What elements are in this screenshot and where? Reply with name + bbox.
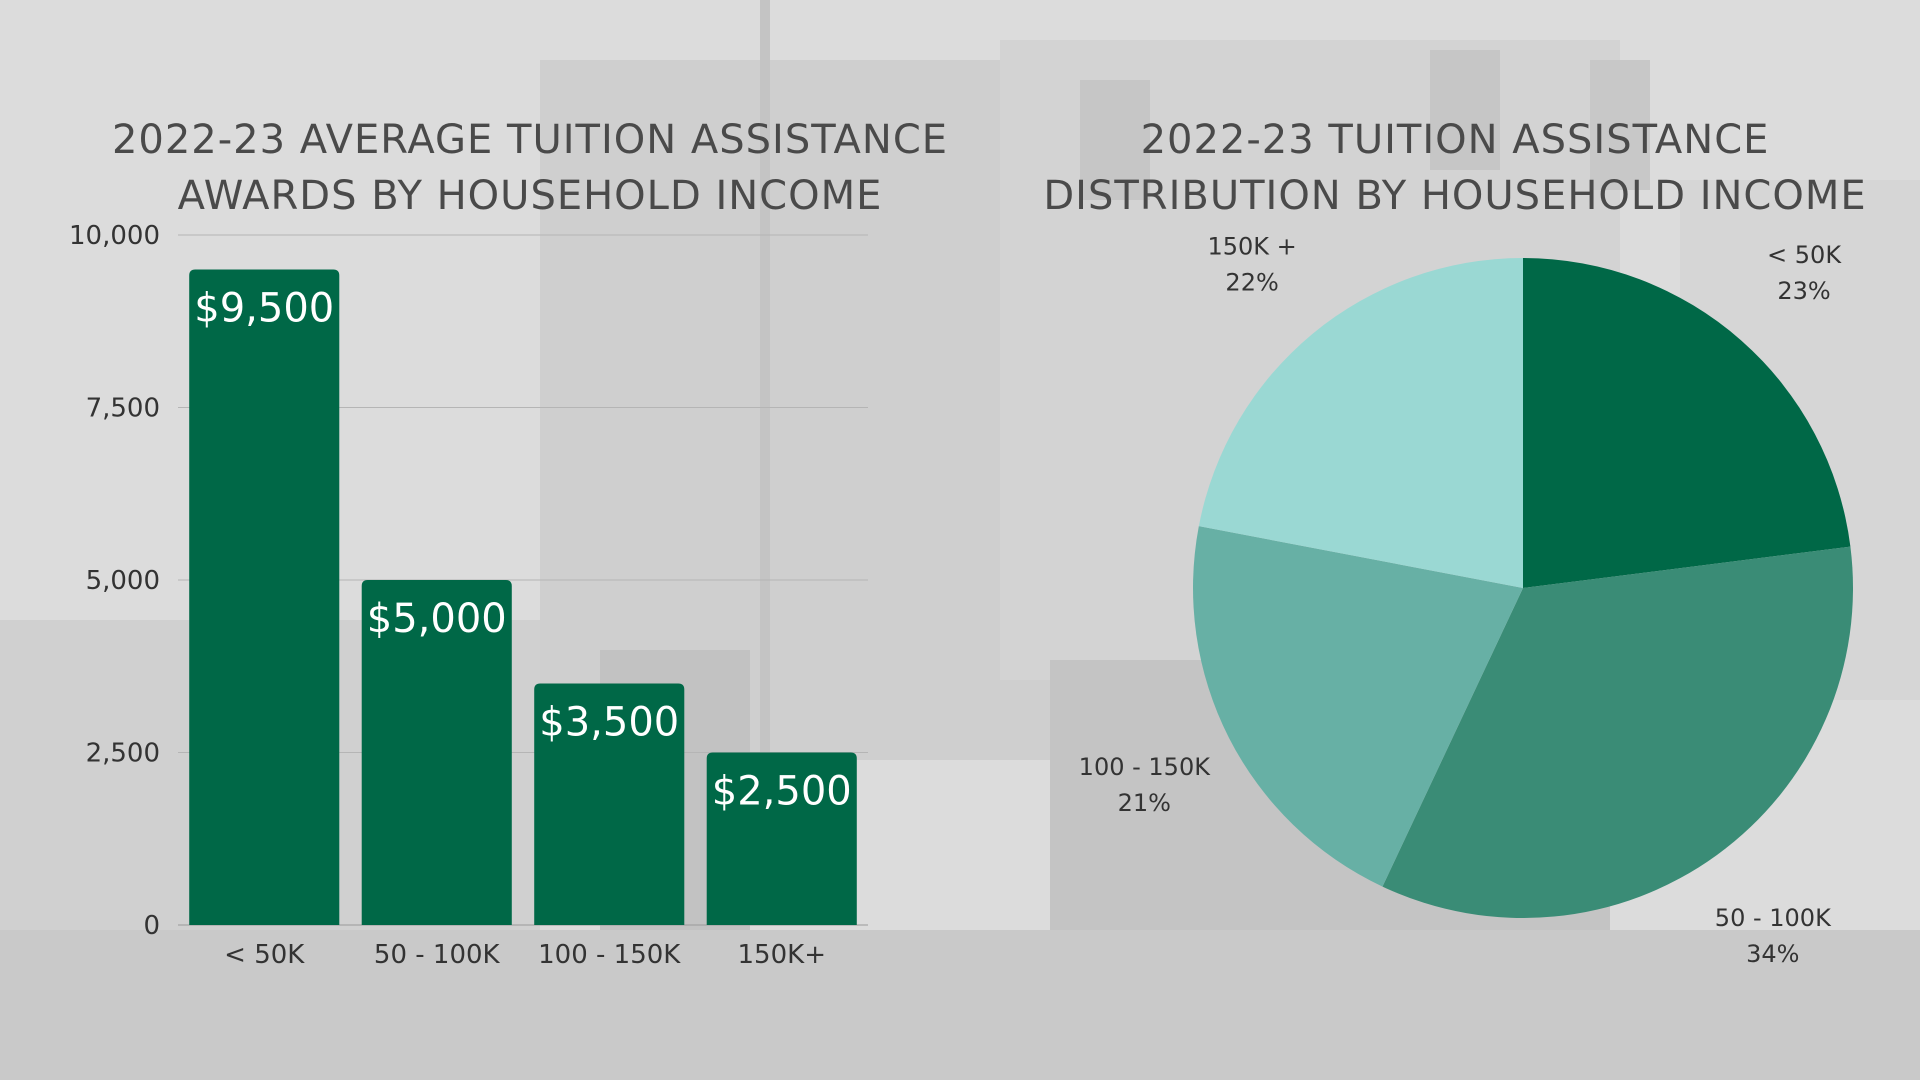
- bar-chart-title-line-2: AWARDS BY HOUSEHOLD INCOME: [177, 173, 883, 219]
- bar-chart-title: 2022-23 AVERAGE TUITION ASSISTANCE AWARD…: [60, 112, 1000, 224]
- bar: [361, 580, 512, 925]
- pie-slice-label: 50 - 100K: [1715, 904, 1832, 932]
- pie-slice-label: < 50K: [1767, 241, 1842, 269]
- pie-slice: [1382, 546, 1853, 918]
- pie-slice-label: 150K +: [1207, 233, 1296, 261]
- y-tick-label: 0: [143, 911, 160, 941]
- pie-slice-percent: 34%: [1746, 940, 1799, 968]
- pie-slice-percent: 23%: [1777, 277, 1830, 305]
- y-tick-label: 10,000: [69, 221, 160, 251]
- pie-slice: [1193, 526, 1523, 887]
- bar: [706, 752, 857, 925]
- pie-slice-label: 100 - 150K: [1079, 753, 1212, 781]
- x-tick-label: 50 - 100K: [374, 940, 501, 970]
- pie-chart-title-line-2: DISTRIBUTION BY HOUSEHOLD INCOME: [1043, 173, 1867, 219]
- pie-chart-title: 2022-23 TUITION ASSISTANCE DISTRIBUTION …: [1030, 112, 1880, 224]
- y-tick-label: 7,500: [86, 394, 160, 424]
- bar-data-label: $5,000: [367, 596, 507, 642]
- pie-slice: [1523, 258, 1851, 588]
- bar-chart-title-line-1: 2022-23 AVERAGE TUITION ASSISTANCE: [111, 117, 949, 163]
- pie-slice: [1198, 258, 1523, 588]
- bar-data-label: $2,500: [712, 769, 852, 815]
- pie-slice-percent: 22%: [1225, 269, 1278, 297]
- bar-data-label: $9,500: [194, 286, 334, 332]
- x-tick-label: 150K+: [738, 940, 826, 970]
- bar: [189, 269, 340, 925]
- y-tick-label: 2,500: [86, 739, 160, 769]
- bar: [534, 683, 685, 925]
- pie-chart-title-line-1: 2022-23 TUITION ASSISTANCE: [1140, 117, 1770, 163]
- x-tick-label: < 50K: [224, 940, 305, 970]
- x-tick-label: 100 - 150K: [538, 940, 681, 970]
- y-tick-label: 5,000: [86, 566, 160, 596]
- pie-slice-percent: 21%: [1118, 789, 1171, 817]
- bar-data-label: $3,500: [539, 700, 679, 746]
